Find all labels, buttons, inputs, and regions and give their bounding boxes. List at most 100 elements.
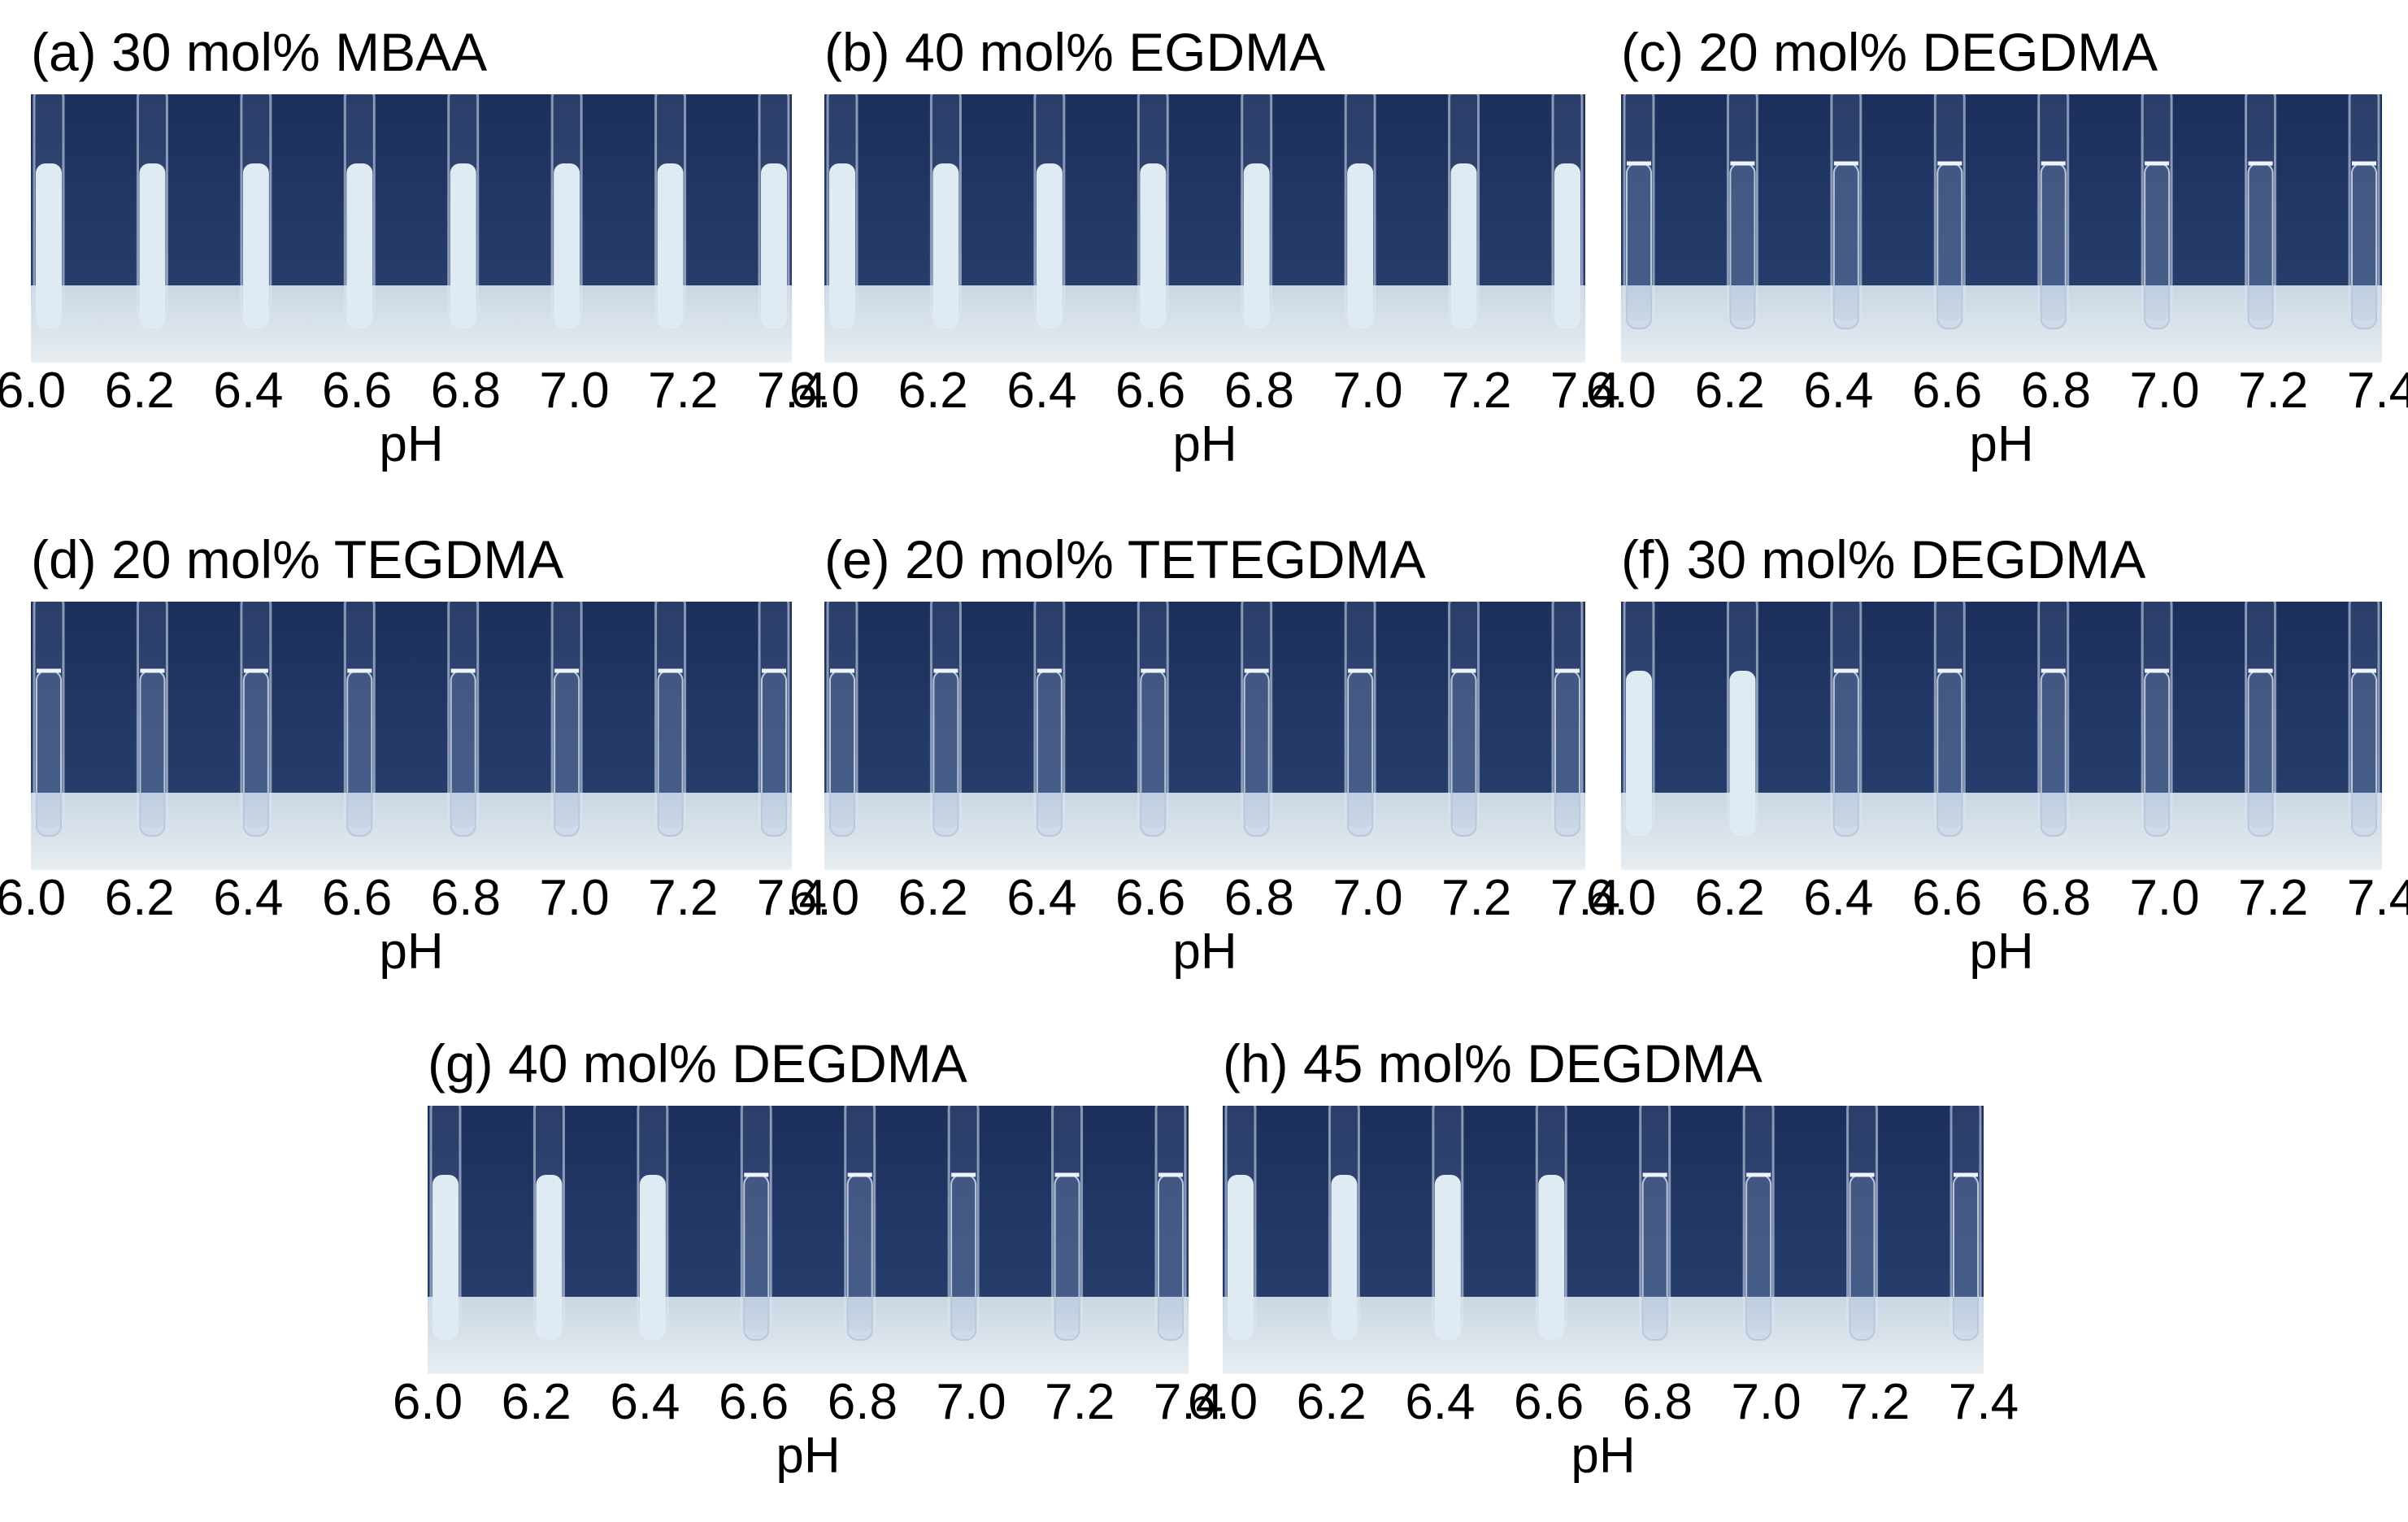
x-axis-label: pH (776, 1428, 841, 1484)
test-tube (2348, 602, 2380, 837)
ph-tick-label: 7.2 (648, 363, 719, 419)
ph-tick-label: 6.0 (789, 870, 860, 926)
ph-tick-label: 7.0 (539, 870, 610, 926)
ph-ticks: 6.0 6.2 6.4 6.6 6.8 7.0 7.2 7.4 (789, 363, 1620, 420)
tube-photo-svg (1223, 1106, 1984, 1374)
panel-g: (g) 40 mol% DEGDMA 6.0 6.2 6.4 6.6 6.8 7.0 7.2… (393, 1033, 1224, 1484)
ph-tick-label: 6.4 (1006, 363, 1077, 419)
test-tube (2141, 94, 2173, 329)
ph-tick-label: 6.6 (1514, 1374, 1584, 1430)
tube-photo (31, 94, 792, 363)
x-axis-label: pH (379, 416, 444, 472)
panel-c: (c) 20 mol% DEGDMA 6.0 6.2 6.4 6.6 6.8 7.0 7.2… (1586, 22, 2408, 472)
test-tube (1432, 1106, 1464, 1340)
test-tube (343, 94, 376, 328)
test-tube (1535, 1106, 1567, 1340)
tube-photo (1223, 1106, 1984, 1374)
test-tube (447, 602, 480, 837)
ph-tick-label: 6.4 (1405, 1374, 1476, 1430)
test-tube (1137, 602, 1169, 837)
ph-tick-label: 7.4 (756, 363, 828, 419)
test-tube (1830, 94, 1863, 329)
test-tube (1344, 602, 1376, 837)
ph-tick-label: 7.4 (1153, 1374, 1224, 1430)
ph-tick-label: 7.0 (2129, 870, 2200, 926)
tube-rack (31, 793, 792, 870)
test-tube (33, 94, 65, 328)
ph-ticks: 6.0 6.2 6.4 6.6 6.8 7.0 7.2 7.4 (393, 1374, 1224, 1431)
ph-ticks: 6.0 6.2 6.4 6.6 6.8 7.0 7.2 7.4 (0, 363, 827, 420)
test-tube (136, 602, 168, 837)
test-tube (2245, 602, 2277, 837)
ph-ticks: 6.0 6.2 6.4 6.6 6.8 7.0 7.2 7.4 (1586, 363, 2408, 420)
ph-tick-label: 6.4 (1006, 870, 1077, 926)
test-tube (550, 94, 583, 328)
ph-ticks: 6.0 6.2 6.4 6.6 6.8 7.0 7.2 7.4 (1586, 870, 2408, 927)
test-tube (240, 602, 272, 837)
panel-h: (h) 45 mol% DEGDMA 6.0 6.2 6.4 6.6 6.8 7.0 7.2… (1188, 1033, 2019, 1484)
ph-ticks: 6.0 6.2 6.4 6.6 6.8 7.0 7.2 7.4 (0, 870, 827, 927)
ph-tick-label: 6.8 (2020, 363, 2091, 419)
ph-tick-label: 6.4 (610, 1374, 680, 1430)
panel-title: (e) 20 mol% TETEGDMA (824, 529, 1426, 589)
ph-tick-label: 6.8 (1224, 870, 1294, 926)
panel-title: (f) 30 mol% DEGDMA (1621, 529, 2146, 589)
ph-tick-label: 6.2 (501, 1374, 572, 1430)
test-tube (550, 602, 583, 837)
panel-d: (d) 20 mol% TEGDMA 6.0 6.2 6.4 6.6 6.8 7.0 7.2… (0, 529, 827, 980)
tube-photo (1621, 94, 2382, 363)
ph-tick-label: 6.8 (2020, 870, 2091, 926)
ph-tick-label: 6.8 (430, 363, 501, 419)
ph-tick-label: 7.4 (756, 870, 828, 926)
tube-photo-svg (1621, 602, 2382, 870)
panel-title: (h) 45 mol% DEGDMA (1223, 1033, 1763, 1094)
test-tube (637, 1106, 669, 1340)
panel-title: (d) 20 mol% TEGDMA (31, 529, 564, 589)
tube-photo-svg (31, 602, 792, 870)
ph-tick-label: 6.6 (1115, 363, 1186, 419)
test-tube (447, 94, 480, 328)
ph-tick-label: 7.2 (2238, 363, 2309, 419)
test-tube (1137, 94, 1169, 328)
x-axis-label: pH (1969, 416, 2034, 472)
ph-tick-label: 6.2 (898, 870, 968, 926)
ph-tick-label: 6.6 (322, 870, 393, 926)
test-tube (1033, 602, 1066, 837)
tube-photo-svg (1621, 94, 2382, 363)
ph-tick-label: 7.0 (1332, 870, 1403, 926)
panel-title: (b) 40 mol% EGDMA (824, 22, 1326, 82)
ph-tick-label: 7.2 (1045, 1374, 1115, 1430)
ph-tick-label: 6.0 (0, 870, 67, 926)
test-tube (1344, 94, 1376, 328)
ph-tick-label: 7.2 (1840, 1374, 1910, 1430)
ph-tick-label: 6.8 (827, 1374, 898, 1430)
test-tube (654, 94, 687, 328)
test-tube (1726, 602, 1758, 836)
test-tube (1551, 602, 1584, 837)
x-axis-label: pH (1172, 924, 1237, 980)
test-tube (929, 602, 962, 837)
test-tube (1224, 1106, 1257, 1340)
x-axis-label: pH (379, 924, 444, 980)
ph-tick-label: 6.0 (0, 363, 67, 419)
test-tube (343, 602, 376, 837)
test-tube (740, 1106, 772, 1341)
ph-tick-label: 6.2 (1694, 870, 1765, 926)
ph-tick-label: 7.0 (539, 363, 610, 419)
test-tube (2245, 94, 2277, 329)
ph-tick-label: 6.2 (898, 363, 968, 419)
test-tube (1949, 1106, 1982, 1341)
test-tube (136, 94, 168, 328)
ph-tick-label: 7.4 (1948, 1374, 2019, 1430)
ph-ticks: 6.0 6.2 6.4 6.6 6.8 7.0 7.2 7.4 (1188, 1374, 2019, 1431)
test-tube (654, 602, 687, 837)
ph-tick-label: 7.2 (1441, 870, 1512, 926)
ph-tick-label: 7.4 (1550, 870, 1621, 926)
test-tube (1623, 602, 1655, 836)
ph-tick-label: 6.2 (104, 870, 175, 926)
panel-f: (f) 30 mol% DEGDMA 6.0 6.2 6.4 6.6 6.8 7.0 7.2… (1586, 529, 2408, 980)
panel-title: (a) 30 mol% MBAA (31, 22, 488, 82)
ph-tick-label: 6.2 (1694, 363, 1765, 419)
test-tube (1328, 1106, 1360, 1340)
test-tube (1639, 1106, 1671, 1341)
